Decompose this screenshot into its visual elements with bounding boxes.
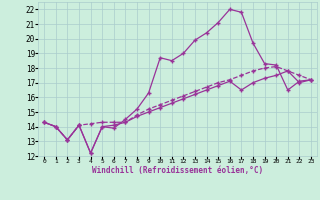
X-axis label: Windchill (Refroidissement éolien,°C): Windchill (Refroidissement éolien,°C) [92, 166, 263, 175]
